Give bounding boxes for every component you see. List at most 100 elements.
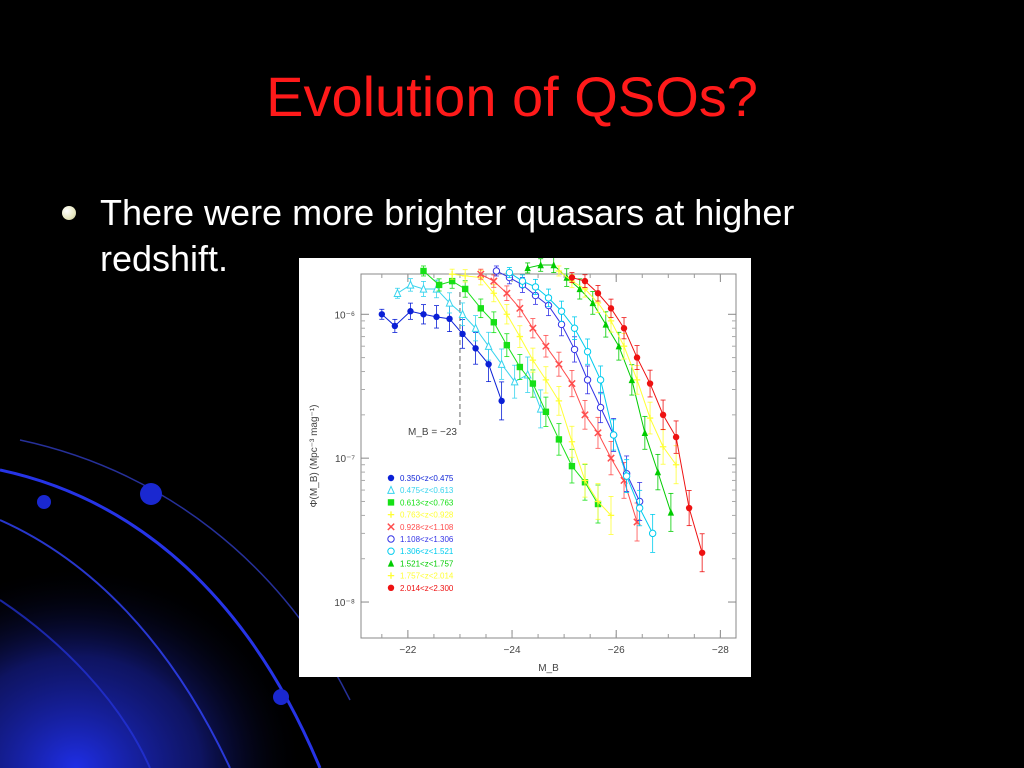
data-point: [505, 268, 514, 277]
data-point: [581, 277, 589, 285]
data-point: [518, 277, 527, 285]
data-point: [516, 363, 524, 371]
data-point: [524, 264, 531, 272]
data-point: [583, 347, 592, 356]
decor-dot-1: [140, 483, 162, 505]
data-point: [420, 311, 427, 318]
data-point: [607, 512, 615, 519]
data-point: [646, 414, 654, 422]
legend-marker: [387, 572, 395, 579]
data-point: [472, 345, 479, 352]
data-point: [461, 272, 469, 280]
data-point: [633, 354, 641, 361]
x-tick-label: −26: [608, 645, 625, 656]
legend-label: 1.757<z<2.014: [400, 572, 454, 581]
data-point: [576, 285, 583, 293]
legend-label: 1.521<z<1.757: [400, 559, 454, 568]
data-point: [607, 317, 615, 325]
data-point: [420, 267, 427, 275]
data-point: [490, 290, 498, 297]
data-point: [672, 461, 680, 468]
data-point: [544, 294, 553, 302]
data-point: [609, 431, 618, 439]
data-point: [555, 360, 563, 368]
data-point: [435, 281, 443, 289]
data-point: [622, 472, 631, 480]
y-tick-label: 10⁻⁷: [335, 454, 355, 465]
series-line: [397, 284, 542, 410]
data-point: [550, 261, 557, 269]
series-line: [558, 270, 677, 466]
legend-marker: [387, 584, 395, 591]
data-point: [555, 267, 563, 275]
data-point: [446, 315, 453, 323]
luminosity-function-chart: M_B = −23 −22 −24 −26 −28 10⁻⁶ 10⁻⁷ 10⁻⁸ M_B Φ(M…: [299, 258, 751, 677]
data-point: [542, 376, 550, 384]
data-point: [648, 529, 657, 538]
legend-label: 1.108<z<1.306: [400, 535, 454, 544]
data-point: [458, 309, 467, 318]
data-point: [685, 504, 693, 512]
legend-label: 0.763<z<0.928: [400, 511, 454, 520]
data-point: [477, 270, 485, 278]
legend-marker: [387, 535, 395, 543]
data-point: [407, 308, 414, 315]
series-9: [555, 265, 680, 485]
data-point: [529, 356, 537, 364]
legend-label: 0.475<z<0.613: [400, 486, 454, 495]
data-point: [628, 376, 636, 384]
data-point: [529, 380, 537, 387]
data-point: [607, 454, 615, 462]
data-point: [583, 376, 592, 384]
data-point: [459, 330, 466, 338]
data-point: [581, 477, 589, 484]
data-point: [503, 311, 511, 318]
data-point: [594, 429, 602, 437]
data-point: [378, 311, 386, 318]
series-line: [381, 310, 503, 402]
data-point: [641, 429, 649, 437]
legend-marker: [387, 499, 395, 506]
data-point: [516, 304, 524, 313]
data-point: [542, 342, 550, 350]
data-point: [589, 299, 596, 307]
data-point: [503, 289, 511, 297]
x-tick-label: −28: [712, 645, 729, 656]
data-point: [596, 376, 605, 384]
data-point: [490, 319, 498, 326]
x-tick-label: −24: [504, 645, 521, 656]
data-point: [667, 508, 675, 516]
legend-label: 0.613<z<0.763: [400, 498, 454, 507]
data-point: [391, 322, 399, 330]
data-point: [607, 305, 615, 312]
x-tick-label: −22: [399, 645, 416, 656]
data-point: [570, 324, 579, 332]
legend-label: 0.350<z<0.475: [400, 474, 454, 483]
data-point: [471, 323, 480, 332]
series-10: [568, 272, 706, 573]
data-point: [633, 518, 641, 526]
series-1: [378, 302, 505, 421]
data-point: [484, 341, 493, 350]
data-point: [555, 397, 563, 405]
series-7: [505, 267, 657, 553]
data-point: [646, 380, 654, 387]
data-point: [445, 297, 454, 307]
data-point: [537, 261, 544, 269]
data-point: [615, 342, 623, 350]
legend-label: 2.014<z<2.300: [400, 584, 454, 593]
data-point: [620, 325, 628, 332]
data-point: [485, 360, 492, 368]
series-2: [393, 278, 545, 429]
data-point: [620, 343, 628, 350]
data-point: [557, 320, 566, 329]
bullet-icon: [62, 206, 76, 220]
decor-dot-3: [273, 689, 289, 705]
data-point: [497, 359, 506, 368]
data-point: [490, 277, 498, 285]
data-point: [568, 438, 576, 445]
data-point: [477, 305, 484, 312]
annotation-label: M_B = −23: [408, 427, 457, 438]
series-4: [448, 268, 615, 535]
data-point: [406, 279, 415, 289]
